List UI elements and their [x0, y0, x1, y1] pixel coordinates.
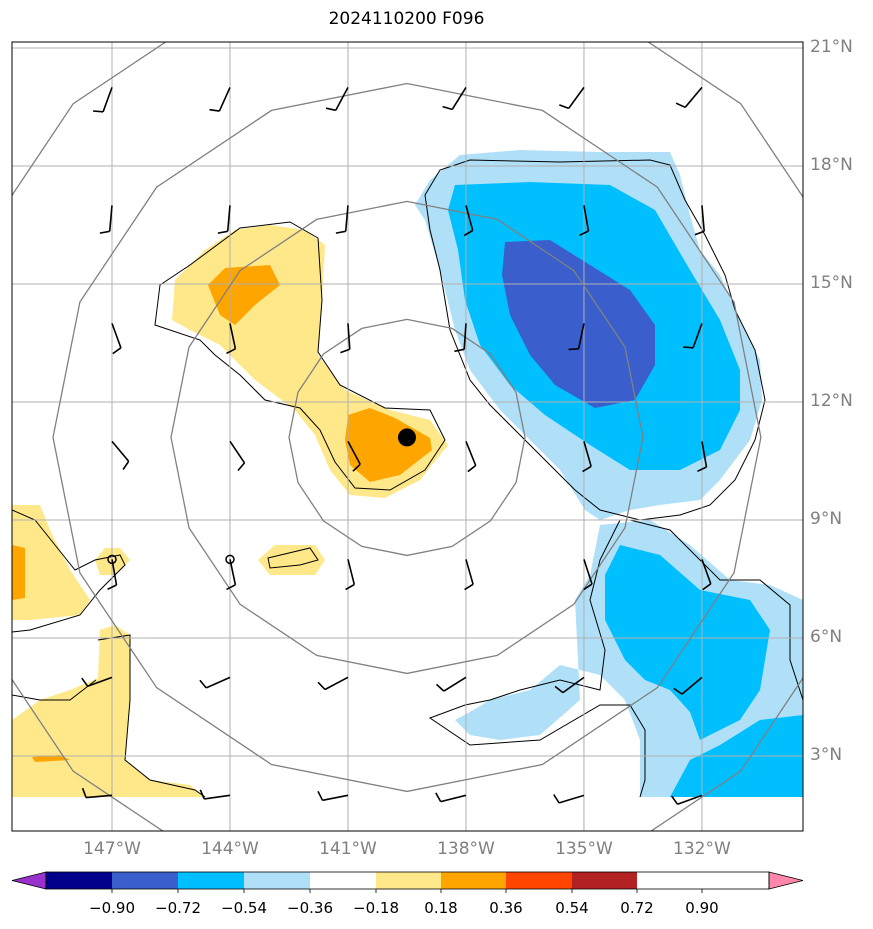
- wind-barb: [340, 323, 351, 354]
- lat-lon-grid: [12, 42, 803, 831]
- wind-barb: [347, 440, 361, 472]
- longitude-label: 132°W: [673, 839, 731, 859]
- wind-barb: [335, 205, 349, 234]
- wind-barb: [217, 205, 231, 234]
- range-ring: [170, 200, 644, 675]
- wind-barb: [454, 323, 467, 353]
- colorbar-segment: [244, 872, 310, 889]
- latitude-label: 12°N: [810, 391, 853, 412]
- colorbar-segment: [178, 872, 244, 889]
- colorbar-tick-label: −0.18: [353, 899, 399, 917]
- colorbar-tick-label: 0.18: [424, 899, 458, 917]
- colorbar-tick-label: 0.90: [685, 899, 719, 917]
- range-ring: [52, 82, 762, 793]
- wind-barb: [464, 559, 474, 591]
- colorbar-outline: [45, 871, 770, 890]
- latitude-label: 21°N: [810, 37, 853, 58]
- wind-barb: [675, 86, 703, 109]
- wind-barb: [694, 205, 705, 236]
- wind-barb: [99, 205, 113, 234]
- colorbar-tick-label: −0.90: [89, 899, 135, 917]
- colorbar-segment: [376, 872, 441, 889]
- wind-barb: [553, 794, 585, 804]
- wind-barb: [81, 676, 113, 687]
- wind-barb: [81, 787, 113, 799]
- wind-barb: [582, 441, 592, 473]
- colorbar: [11, 871, 804, 893]
- wind-barb: [93, 87, 113, 113]
- wind-barb: [317, 676, 349, 691]
- point-marker: [225, 554, 235, 565]
- longitude-label: 147°W: [83, 839, 141, 859]
- colorbar-segment: [310, 872, 376, 889]
- longitude-label: 141°W: [319, 839, 377, 859]
- colorbar-segment: [441, 872, 506, 889]
- wind-barb: [226, 323, 237, 355]
- positive-anomaly-shading: [12, 225, 448, 797]
- wind-barb: [701, 559, 712, 591]
- latitude-label: 15°N: [810, 273, 853, 294]
- longitude-label: 144°W: [201, 839, 259, 859]
- wind-barb: [465, 441, 477, 473]
- wind-barb: [554, 676, 585, 694]
- wind-barb: [435, 792, 467, 803]
- colorbar-tick-label: 0.54: [555, 899, 589, 917]
- wind-barb: [229, 440, 246, 472]
- colorbar-tick-label: −0.72: [155, 899, 201, 917]
- wind-barb: [199, 789, 231, 800]
- storm-center-marker: [397, 428, 416, 447]
- wind-barb: [317, 790, 349, 802]
- latitude-label: 18°N: [810, 155, 853, 176]
- point-marker: [107, 554, 117, 565]
- latitude-label: 3°N: [810, 745, 843, 765]
- contour-lines: [12, 159, 803, 798]
- latitude-label: 9°N: [810, 509, 843, 530]
- wind-barb: [345, 559, 356, 591]
- colorbar-segment: [506, 872, 572, 889]
- wind-barb: [671, 794, 703, 805]
- colorbar-tick-label: −0.54: [221, 899, 267, 917]
- wind-barb: [697, 441, 708, 473]
- wind-barb: [442, 86, 467, 111]
- wind-barbs: [81, 86, 712, 805]
- wind-barb: [111, 323, 122, 355]
- negative-anomaly-shading: [415, 150, 803, 797]
- colorbar-tick-label: 0.36: [489, 899, 523, 917]
- wind-barb: [579, 205, 590, 237]
- colorbar-extend-high: [768, 871, 804, 890]
- colorbar-tick-label: −0.36: [287, 899, 333, 917]
- map-title: 2024110200 F096: [328, 9, 485, 29]
- wind-barb: [111, 440, 130, 470]
- wind-barb: [568, 323, 585, 351]
- wind-barb: [559, 86, 585, 110]
- markers: [107, 428, 416, 565]
- wind-barb: [209, 87, 231, 112]
- latitude-label: 6°N: [810, 627, 843, 647]
- colorbar-segment: [46, 872, 112, 889]
- wind-barb: [683, 323, 703, 349]
- colorbar-extend-low: [11, 871, 47, 890]
- wind-barb: [199, 676, 231, 689]
- longitude-label: 135°W: [555, 839, 613, 859]
- wind-barb: [463, 205, 474, 237]
- wind-barb: [583, 559, 593, 591]
- colorbar-segment: [112, 872, 178, 889]
- wind-barb: [673, 676, 703, 695]
- wind-barb: [325, 87, 349, 112]
- longitude-label: 138°W: [437, 839, 495, 859]
- wind-barb: [435, 676, 467, 692]
- colorbar-segment: [572, 872, 637, 889]
- colorbar-tick-label: 0.72: [620, 899, 654, 917]
- map-frame: [11, 41, 804, 832]
